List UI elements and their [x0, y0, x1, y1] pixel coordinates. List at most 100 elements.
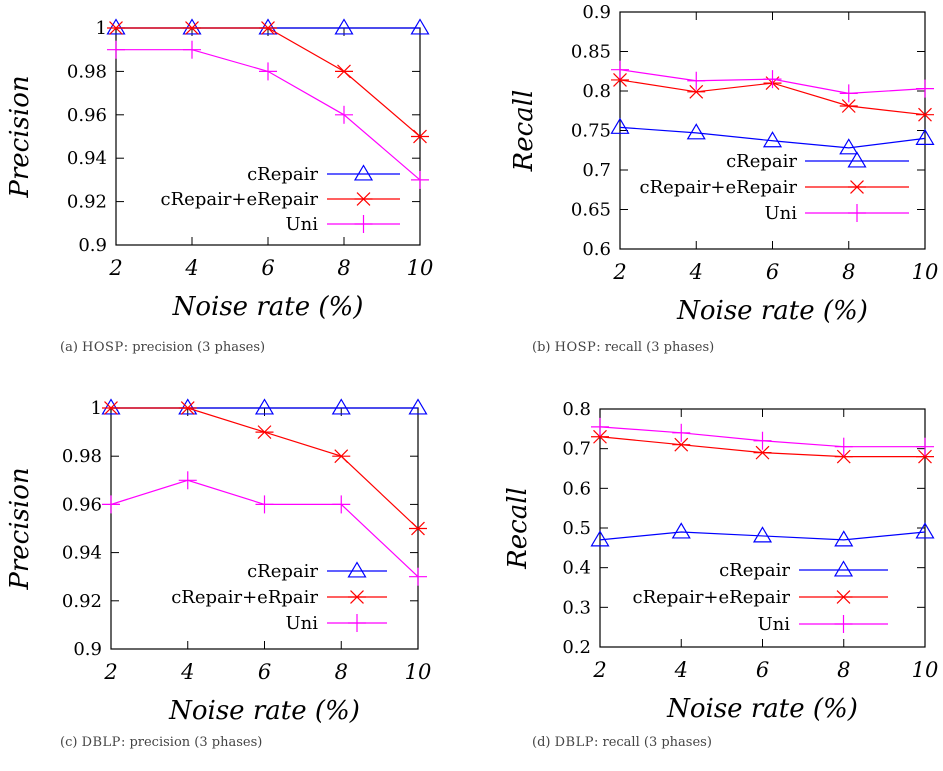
x-tick-label: 2	[108, 256, 122, 280]
data-point	[672, 423, 691, 442]
y-tick-label: 0.96	[67, 105, 107, 126]
data-point	[611, 60, 629, 79]
data-point	[762, 131, 783, 148]
data-point	[255, 425, 274, 440]
series-line	[619, 126, 926, 149]
legend-label: Uni	[757, 614, 790, 635]
legend-marker	[348, 614, 366, 632]
y-tick-label: 0.94	[62, 543, 102, 564]
legend-label: cRepair	[719, 560, 790, 581]
series-uni	[591, 417, 934, 456]
legend-marker	[833, 560, 854, 577]
x-tick-label: 10	[405, 660, 432, 684]
caption-c: (c) DBLP: precision (3 phases)	[60, 735, 263, 750]
data-point	[107, 21, 125, 35]
data-point	[182, 18, 202, 35]
data-point	[410, 18, 430, 35]
x-tick-label: 2	[592, 658, 606, 682]
chart-panel-d: 0.2 0.3 0.4 0.5 0.6 0.7 0.8 2 4 6 8 10 Noise rate (%…	[472, 386, 942, 771]
caption-b: (b) HOSP: recall (3 phases)	[532, 340, 715, 355]
chart-c: 0.9 0.92 0.94 0.96 0.98 1 2 4 6 8 10 Noise rate (%)…	[5, 398, 432, 726]
chart-panel-a: 0.9 0.92 0.94 0.96 0.98 1 2 4 6 8 10 Noise rate (%)…	[0, 0, 470, 385]
data-point	[411, 129, 429, 144]
y-tick-label: 0.92	[62, 591, 102, 612]
y-tick-label: 0.9	[78, 235, 107, 256]
data-point	[254, 398, 275, 415]
data-point	[408, 398, 428, 415]
x-tick-label: 10	[912, 260, 939, 284]
y-tick-label: 0.2	[562, 637, 591, 658]
y-axis-label: Precision	[5, 75, 35, 198]
legend-label: cRepair	[247, 164, 318, 185]
legend-marker	[354, 215, 373, 233]
x-tick-label: 6	[261, 256, 274, 280]
data-point	[915, 522, 935, 539]
data-point	[916, 449, 934, 464]
legend-label: Uni	[285, 214, 318, 235]
chart-panel-b: 0.6 0.65 0.7 0.75 0.8 0.85 0.9 2 4 6 8 10 Noise rate…	[472, 0, 942, 385]
legend-label: cRepair+eRepair	[640, 177, 798, 198]
legend-label: cRepair+eRpair	[171, 587, 318, 608]
data-point	[590, 530, 610, 547]
legend-marker	[848, 180, 866, 194]
data-point	[672, 437, 691, 452]
data-point	[332, 495, 351, 514]
y-tick-label: 0.7	[562, 439, 591, 460]
legend-label: cRepair+eRepair	[161, 189, 319, 210]
legend-marker	[347, 561, 367, 578]
series-line	[116, 27, 421, 137]
data-point	[255, 495, 274, 514]
y-tick-label: 0.65	[571, 200, 611, 221]
data-point	[101, 398, 121, 415]
y-tick-label: 0.9	[73, 639, 102, 660]
x-tick-label: 8	[335, 660, 348, 684]
y-axis-label: Recall	[503, 487, 533, 570]
x-axis-label: Noise rate (%)	[666, 694, 858, 724]
data-point	[335, 64, 353, 79]
y-tick-label: 0.8	[562, 399, 591, 420]
x-tick-label: 6	[766, 260, 779, 284]
legend-label: cRepair+eRepair	[633, 587, 791, 608]
data-point	[834, 530, 854, 547]
y-axis-label: Precision	[5, 467, 35, 590]
legend-marker	[348, 590, 366, 604]
plot-frame	[115, 27, 421, 246]
data-point	[183, 21, 201, 35]
data-point	[916, 79, 934, 98]
legend-marker	[354, 192, 373, 206]
caption-d: (d) DBLP: recall (3 phases)	[532, 735, 712, 750]
data-point	[409, 521, 427, 536]
data-point	[258, 18, 278, 35]
series-crepair	[590, 522, 935, 547]
plot-frame	[599, 408, 926, 648]
y-tick-label: 1	[91, 398, 102, 419]
chart-panel-c: 0.9 0.92 0.94 0.96 0.98 1 2 4 6 8 10 Noise rate (%)…	[0, 386, 470, 771]
y-tick-label: 0.85	[571, 42, 611, 63]
data-point	[332, 449, 351, 464]
data-point	[178, 471, 197, 490]
data-point	[839, 84, 858, 103]
legend-marker	[353, 164, 374, 181]
x-axis-label: Noise rate (%)	[168, 696, 360, 726]
y-tick-label: 0.92	[67, 192, 107, 213]
series-crepair-erepair	[591, 429, 934, 464]
series-line	[599, 531, 926, 541]
series-uni	[611, 60, 934, 103]
data-point	[752, 526, 773, 543]
legend-marker	[834, 590, 853, 604]
data-point	[591, 429, 609, 444]
y-tick-label: 0.98	[67, 61, 107, 82]
data-point	[178, 401, 197, 415]
plot-frame	[110, 407, 419, 650]
data-point	[686, 123, 706, 140]
data-point	[839, 138, 859, 155]
legend-label: Uni	[764, 203, 797, 224]
x-axis-label: Noise rate (%)	[676, 296, 868, 326]
data-point	[102, 401, 120, 415]
data-point	[334, 18, 354, 35]
y-tick-label: 0.75	[571, 121, 611, 142]
legend-marker	[848, 204, 866, 222]
data-point	[763, 70, 782, 89]
y-tick-label: 0.5	[562, 518, 591, 539]
data-point	[611, 73, 629, 87]
